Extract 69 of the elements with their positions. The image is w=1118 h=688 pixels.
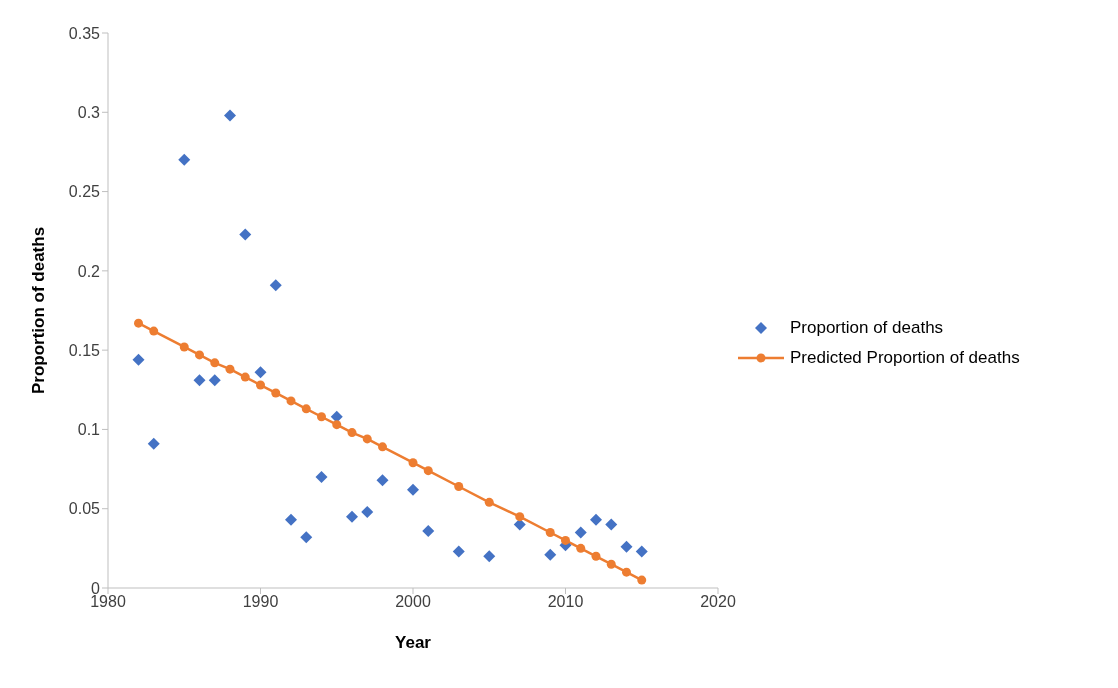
point xyxy=(256,380,265,390)
point xyxy=(454,482,464,492)
point xyxy=(132,353,145,366)
point xyxy=(178,153,191,166)
point xyxy=(605,518,618,531)
legend-label: Predicted Proportion of deaths xyxy=(790,348,1020,368)
x-tick-label: 2010 xyxy=(547,593,584,611)
point xyxy=(347,428,357,438)
point xyxy=(515,512,525,522)
point xyxy=(208,374,221,387)
x-tick-label: 1980 xyxy=(90,593,126,611)
point xyxy=(239,228,252,241)
point xyxy=(591,551,601,561)
x-tick-label: 2020 xyxy=(700,593,736,611)
point xyxy=(271,388,281,398)
y-axis-title: Proportion of deaths xyxy=(29,226,49,395)
point xyxy=(376,474,389,487)
y-tick-label: 0.35 xyxy=(68,24,101,42)
point xyxy=(620,540,633,553)
point xyxy=(286,396,296,406)
y-tick-label: 0.25 xyxy=(68,183,101,201)
x-axis-title: Year xyxy=(395,633,432,652)
point xyxy=(210,358,220,368)
point xyxy=(300,531,313,544)
x-tick-label: 2000 xyxy=(395,593,431,611)
point xyxy=(301,404,311,414)
point xyxy=(545,528,555,537)
point xyxy=(240,372,250,382)
point xyxy=(378,442,387,452)
point xyxy=(134,318,143,328)
point xyxy=(149,326,159,336)
point xyxy=(317,412,326,422)
point xyxy=(362,434,372,444)
legend-label: Proportion of deaths xyxy=(790,318,944,338)
point xyxy=(147,437,160,450)
y-tick-label: 0.05 xyxy=(68,500,101,518)
point xyxy=(637,575,647,585)
point xyxy=(544,548,557,561)
point xyxy=(452,545,465,558)
point xyxy=(285,513,297,526)
point xyxy=(561,535,570,545)
point xyxy=(315,471,328,483)
point xyxy=(361,505,374,518)
point xyxy=(346,510,358,523)
x-tick-label: 1990 xyxy=(242,593,279,611)
point xyxy=(622,567,631,577)
point xyxy=(408,458,418,468)
y-tick-label: 0.15 xyxy=(68,341,101,359)
point xyxy=(576,543,586,553)
point xyxy=(635,545,648,558)
point xyxy=(484,497,494,507)
point xyxy=(195,350,204,360)
point xyxy=(193,374,206,387)
y-tick-label: 0.3 xyxy=(77,103,101,121)
point xyxy=(254,366,267,379)
point xyxy=(422,524,435,537)
y-tick-label: 0.2 xyxy=(77,262,101,280)
point xyxy=(483,550,496,563)
point xyxy=(423,466,433,476)
point xyxy=(407,483,419,496)
point xyxy=(225,364,235,374)
point xyxy=(590,513,602,526)
point xyxy=(269,279,282,292)
point xyxy=(179,342,189,352)
point xyxy=(332,420,342,430)
point xyxy=(224,109,236,122)
point xyxy=(574,526,587,539)
y-tick-label: 0.1 xyxy=(77,421,101,439)
point xyxy=(606,559,616,569)
